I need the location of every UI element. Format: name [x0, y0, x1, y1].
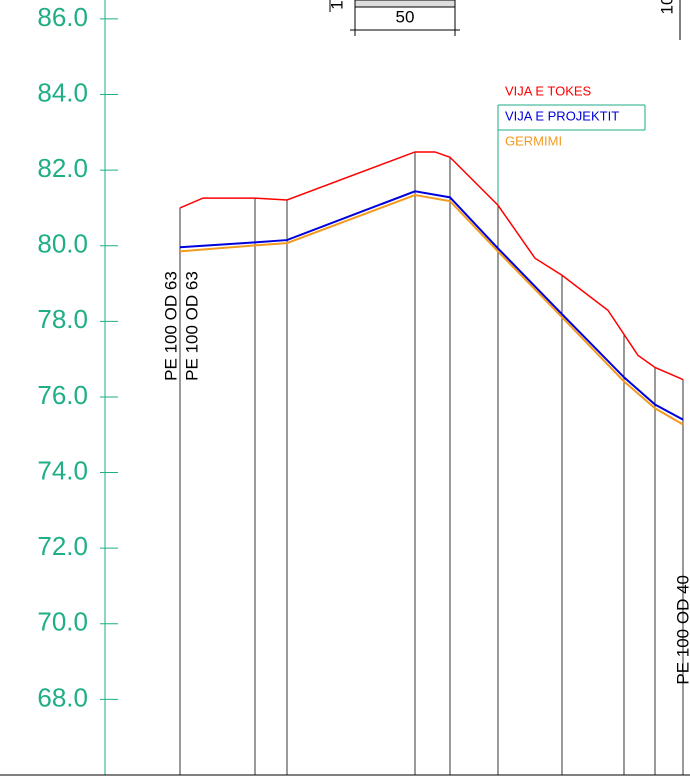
y-tick-label: 76.0 — [37, 380, 88, 410]
legend-label: VIJA E PROJEKTIT — [505, 108, 619, 123]
series-line — [179, 190, 684, 421]
y-tick-label: 72.0 — [37, 531, 88, 561]
y-tick-label: 82.0 — [37, 153, 88, 183]
pipe-label: PE 100 OD 63 — [161, 271, 180, 381]
y-tick-label: 80.0 — [37, 229, 88, 259]
y-tick-label: 70.0 — [37, 607, 88, 637]
y-tick-label: 68.0 — [37, 682, 88, 712]
y-tick-label: 78.0 — [37, 304, 88, 334]
dimension-label: 50 — [396, 7, 415, 26]
series-line — [179, 194, 684, 426]
series-line — [179, 151, 684, 381]
dimension — [329, 0, 681, 40]
legend-label: VIJA E TOKES — [505, 83, 592, 98]
dimension-label: 10 — [657, 0, 676, 14]
dimension-label: 1 — [327, 0, 346, 9]
y-tick-label: 86.0 — [37, 2, 88, 32]
pipe-label: PE 100 OD 63 — [182, 271, 201, 381]
legend-label: GERMIMI — [505, 133, 562, 148]
y-tick-label: 74.0 — [37, 455, 88, 485]
pipe-label: PE 100 OD 40 — [673, 575, 690, 685]
y-tick-label: 84.0 — [37, 77, 88, 107]
